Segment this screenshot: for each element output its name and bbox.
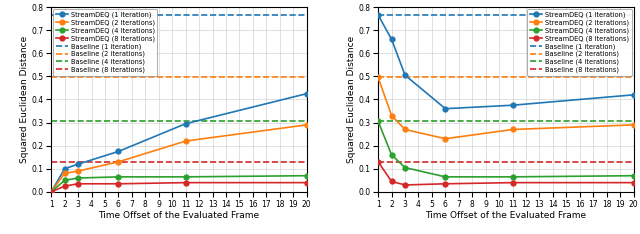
- StreamDEQ (1 Iteration): [47, 190, 55, 193]
- Legend: StreamDEQ (1 Iteration), StreamDEQ (2 Iterations), StreamDEQ (4 Iterations), Str: StreamDEQ (1 Iteration), StreamDEQ (2 It…: [527, 9, 632, 76]
- StreamDEQ (8 Iterations): [74, 182, 82, 185]
- StreamDEQ (2 Iterations): [47, 190, 55, 193]
- Line: StreamDEQ (1 Iteration): StreamDEQ (1 Iteration): [49, 91, 309, 194]
- X-axis label: Time Offset of the Evaluated Frame: Time Offset of the Evaluated Frame: [426, 211, 586, 220]
- StreamDEQ (2 Iterations): [303, 124, 310, 126]
- StreamDEQ (8 Iterations): [115, 182, 122, 185]
- StreamDEQ (2 Iterations): [182, 140, 189, 143]
- StreamDEQ (4 Iterations): [74, 177, 82, 179]
- Baseline (1 iteration): [374, 14, 382, 17]
- StreamDEQ (4 Iterations): [442, 176, 449, 178]
- Line: StreamDEQ (8 Iterations): StreamDEQ (8 Iterations): [376, 159, 636, 187]
- StreamDEQ (8 Iterations): [442, 182, 449, 185]
- StreamDEQ (4 Iterations): [61, 179, 68, 182]
- Line: StreamDEQ (4 Iterations): StreamDEQ (4 Iterations): [49, 173, 309, 194]
- StreamDEQ (4 Iterations): [115, 176, 122, 178]
- Baseline (8 iterations): [34, 161, 42, 163]
- StreamDEQ (4 Iterations): [303, 174, 310, 177]
- StreamDEQ (1 Iteration): [182, 122, 189, 125]
- Line: StreamDEQ (2 Iterations): StreamDEQ (2 Iterations): [376, 75, 636, 141]
- Baseline (1 iteration): [361, 14, 369, 17]
- Line: StreamDEQ (2 Iterations): StreamDEQ (2 Iterations): [49, 122, 309, 194]
- StreamDEQ (4 Iterations): [401, 166, 409, 169]
- StreamDEQ (4 Iterations): [47, 190, 55, 193]
- Baseline (2 iterations): [47, 76, 55, 79]
- StreamDEQ (8 Iterations): [509, 181, 516, 184]
- Line: StreamDEQ (4 Iterations): StreamDEQ (4 Iterations): [376, 119, 636, 179]
- StreamDEQ (2 Iterations): [374, 76, 382, 79]
- Baseline (2 iterations): [34, 76, 42, 79]
- Y-axis label: Squared Euclidean Distance: Squared Euclidean Distance: [20, 36, 29, 163]
- Y-axis label: Squared Euclidean Distance: Squared Euclidean Distance: [347, 36, 356, 163]
- StreamDEQ (1 Iteration): [303, 92, 310, 95]
- StreamDEQ (1 Iteration): [630, 93, 637, 96]
- Baseline (1 iteration): [47, 14, 55, 17]
- Baseline (8 iterations): [47, 161, 55, 163]
- StreamDEQ (1 Iteration): [74, 163, 82, 166]
- StreamDEQ (1 Iteration): [509, 104, 516, 107]
- StreamDEQ (8 Iterations): [388, 180, 396, 183]
- StreamDEQ (4 Iterations): [509, 176, 516, 178]
- StreamDEQ (4 Iterations): [374, 120, 382, 123]
- StreamDEQ (1 Iteration): [401, 74, 409, 77]
- StreamDEQ (2 Iterations): [61, 172, 68, 175]
- Baseline (4 iterations): [47, 120, 55, 123]
- StreamDEQ (1 Iteration): [374, 14, 382, 17]
- Baseline (1 iteration): [34, 14, 42, 17]
- Line: StreamDEQ (8 Iterations): StreamDEQ (8 Iterations): [49, 180, 309, 194]
- StreamDEQ (8 Iterations): [182, 181, 189, 184]
- StreamDEQ (8 Iterations): [374, 161, 382, 163]
- StreamDEQ (4 Iterations): [388, 154, 396, 156]
- StreamDEQ (8 Iterations): [61, 185, 68, 187]
- StreamDEQ (8 Iterations): [47, 190, 55, 193]
- Line: StreamDEQ (1 Iteration): StreamDEQ (1 Iteration): [376, 13, 636, 111]
- StreamDEQ (2 Iterations): [442, 137, 449, 140]
- StreamDEQ (1 Iteration): [442, 107, 449, 110]
- StreamDEQ (2 Iterations): [630, 124, 637, 126]
- StreamDEQ (2 Iterations): [115, 161, 122, 163]
- StreamDEQ (1 Iteration): [61, 167, 68, 170]
- X-axis label: Time Offset of the Evaluated Frame: Time Offset of the Evaluated Frame: [99, 211, 259, 220]
- StreamDEQ (2 Iterations): [509, 128, 516, 131]
- Baseline (8 iterations): [374, 161, 382, 163]
- Legend: StreamDEQ (1 Iteration), StreamDEQ (2 Iterations), StreamDEQ (4 Iterations), Str: StreamDEQ (1 Iteration), StreamDEQ (2 It…: [53, 9, 157, 76]
- Baseline (2 iterations): [361, 76, 369, 79]
- StreamDEQ (2 Iterations): [388, 114, 396, 117]
- Baseline (2 iterations): [374, 76, 382, 79]
- Baseline (4 iterations): [34, 120, 42, 123]
- StreamDEQ (2 Iterations): [74, 170, 82, 172]
- StreamDEQ (2 Iterations): [401, 128, 409, 131]
- StreamDEQ (4 Iterations): [630, 174, 637, 177]
- Baseline (4 iterations): [374, 120, 382, 123]
- StreamDEQ (1 Iteration): [388, 38, 396, 41]
- StreamDEQ (1 Iteration): [115, 150, 122, 153]
- StreamDEQ (8 Iterations): [630, 181, 637, 184]
- StreamDEQ (8 Iterations): [303, 181, 310, 184]
- Baseline (8 iterations): [361, 161, 369, 163]
- StreamDEQ (8 Iterations): [401, 183, 409, 186]
- StreamDEQ (4 Iterations): [182, 176, 189, 178]
- Baseline (4 iterations): [361, 120, 369, 123]
